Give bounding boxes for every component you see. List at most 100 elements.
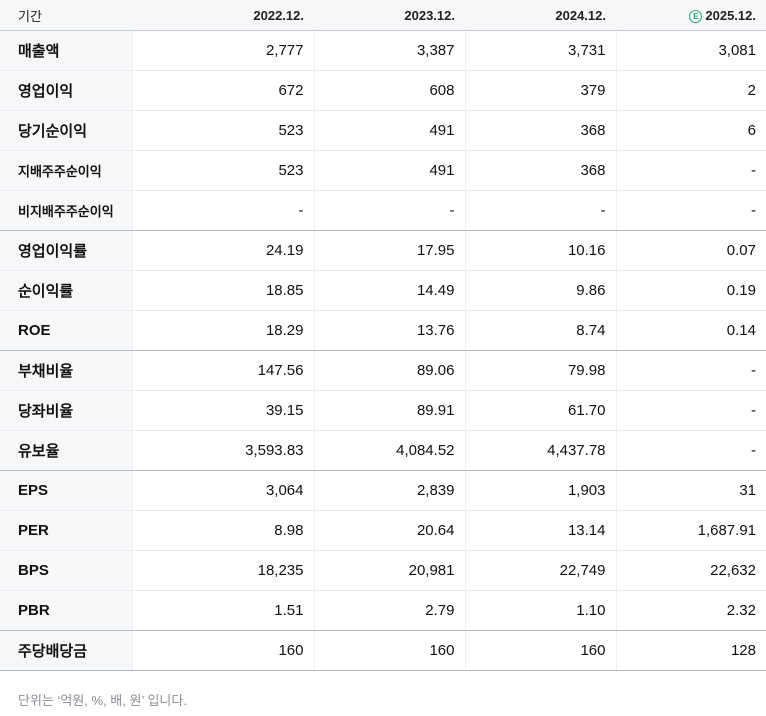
table-body: 매출액 2,777 3,387 3,731 3,081 영업이익 672 608 379 2 당기순… [0,30,766,671]
table-cell: 523 [131,150,314,191]
table-row: 영업이익 672 608 379 2 [0,70,766,111]
table-row: 당기순이익 523 491 368 6 [0,110,766,151]
table-row: 부채비율 147.56 89.06 79.98- [0,350,766,391]
table-cell: 79.98 [464,350,616,391]
table-row: 주당배당금 160 160 160 128 [0,630,766,671]
table-row: 지배주주순이익 523 491 368- [0,150,766,191]
table-row: 매출액 2,777 3,387 3,731 3,081 [0,30,766,71]
row-label: 유보율 [0,430,132,471]
row-label: 영업이익률 [0,230,132,271]
period-header-2025-estimate: E 2025.12. [616,0,766,31]
table-cell: 20,981 [313,550,465,591]
row-label: 부채비율 [0,350,132,391]
table-cell: 61.70 [464,390,616,431]
row-label: EPS [0,470,132,511]
row-label: PBR [0,590,132,631]
table-cell: 22,749 [464,550,616,591]
table-cell: - [313,190,465,231]
row-label: 주당배당금 [0,630,132,671]
table-cell: 18,235 [131,550,314,591]
table-cell: 2 [615,70,766,111]
table-cell: 160 [131,630,314,671]
table-cell: 379 [464,70,616,111]
table-cell: 14.49 [313,270,465,311]
table-cell: 3,387 [313,30,465,71]
table-cell: 672 [131,70,314,111]
table-row: EPS 3,064 2,839 1,903 31 [0,470,766,511]
estimate-icon: E [689,9,703,23]
table-cell: 3,081 [615,30,766,71]
row-label: PER [0,510,132,551]
table-cell: 2.32 [615,590,766,631]
table-cell: 20.64 [313,510,465,551]
table-cell: 1,687.91 [615,510,766,551]
table-cell: 39.15 [131,390,314,431]
table-cell: 160 [464,630,616,671]
table-cell: 0.19 [615,270,766,311]
table-row: 영업이익률 24.19 17.95 10.16 0.07 [0,230,766,271]
table-cell: 22,632 [615,550,766,591]
table-cell: 368 [464,110,616,151]
table-cell: 128 [615,630,766,671]
table-row: BPS 18,235 20,981 22,749 22,632 [0,550,766,591]
table-row: 당좌비율 39.15 89.91 61.70- [0,390,766,431]
row-label: 순이익률 [0,270,132,311]
unit-footnote: 단위는 ‘억원, %, 배, 원’ 입니다. [18,693,187,708]
table-cell: 3,731 [464,30,616,71]
table-cell: 2.79 [313,590,465,631]
table-row: ROE 18.29 13.76 8.74 0.14 [0,310,766,351]
period-header-2022: 2022.12. [132,0,314,31]
table-cell: 8.98 [131,510,314,551]
period-header-2023: 2023.12. [314,0,465,31]
table-cell: 18.85 [131,270,314,311]
header-row: 기간 2022.12. 2023.12. 2024.12. E 2025.12. [0,0,766,31]
row-label: 지배주주순이익 [0,150,132,191]
table-cell: - [615,430,766,471]
table-cell: 1.51 [131,590,314,631]
table-cell: 4,084.52 [313,430,465,471]
table-cell: 523 [131,110,314,151]
table-row: 유보율 3,593.83 4,084.52 4,437.78- [0,430,766,471]
row-label: 비지배주주순이익 [0,190,132,231]
table-cell: 3,593.83 [131,430,314,471]
row-label: 영업이익 [0,70,132,111]
row-label: 당좌비율 [0,390,132,431]
table-row: PBR 1.51 2.79 1.10 2.32 [0,590,766,631]
table-cell: 89.06 [313,350,465,391]
table-cell: 9.86 [464,270,616,311]
table-cell: 10.16 [464,230,616,271]
table-cell: - [615,190,766,231]
table-header: 기간 2022.12. 2023.12. 2024.12. E 2025.12. [0,0,766,31]
table-cell: 24.19 [131,230,314,271]
table-cell: - [464,190,616,231]
table-cell: 1,903 [464,470,616,511]
row-label: 당기순이익 [0,110,132,151]
table-cell: 160 [313,630,465,671]
table-cell: 4,437.78 [464,430,616,471]
table-cell: 2,777 [131,30,314,71]
table-cell: 491 [313,110,465,151]
row-label: 매출액 [0,30,132,71]
row-label: BPS [0,550,132,591]
table-cell: 2,839 [313,470,465,511]
table-cell: - [131,190,314,231]
table-cell: 3,064 [131,470,314,511]
period-header-label: 기간 [0,0,132,31]
table-row: PER 8.98 20.64 13.14 1,687.91 [0,510,766,551]
financial-summary-table: 기간 2022.12. 2023.12. 2024.12. E 2025.12. … [0,0,766,671]
table-cell: 491 [313,150,465,191]
table-cell: 0.14 [615,310,766,351]
table-cell: 147.56 [131,350,314,391]
table-cell: 13.76 [313,310,465,351]
table-cell: 6 [615,110,766,151]
table-cell: 89.91 [313,390,465,431]
row-label: ROE [0,310,132,351]
table-cell: - [615,350,766,391]
table-cell: 13.14 [464,510,616,551]
table-cell: 1.10 [464,590,616,631]
table-cell: - [615,150,766,191]
period-header-2024: 2024.12. [465,0,616,31]
table-cell: 17.95 [313,230,465,271]
table-row: 순이익률 18.85 14.49 9.86 0.19 [0,270,766,311]
table-cell: 0.07 [615,230,766,271]
